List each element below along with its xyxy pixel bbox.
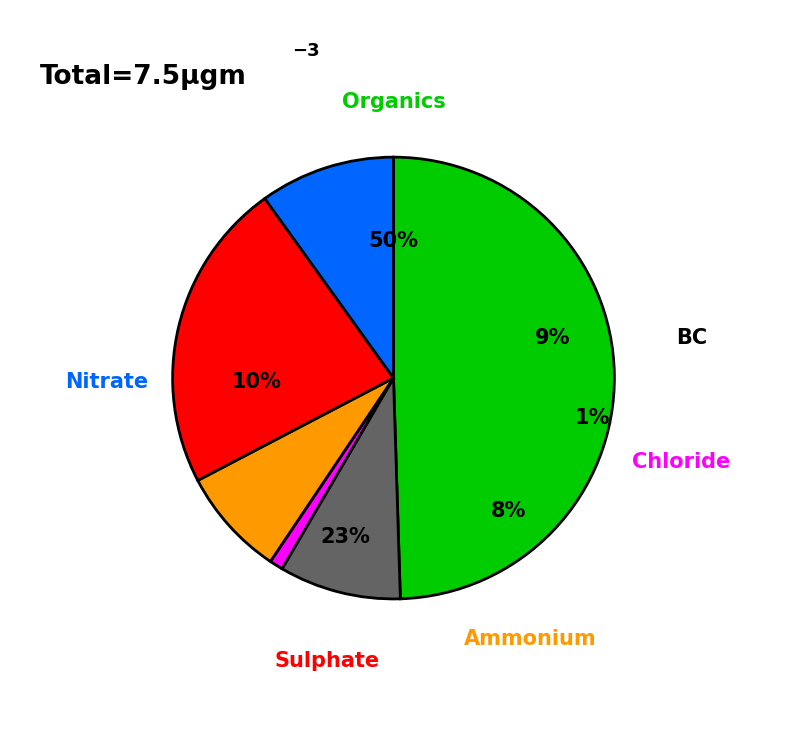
Text: 9%: 9% <box>535 328 571 349</box>
Text: Total=7.5μgm: Total=7.5μgm <box>40 65 247 90</box>
Text: Ammonium: Ammonium <box>464 629 597 649</box>
Wedge shape <box>172 198 394 481</box>
Text: BC: BC <box>676 328 708 349</box>
Wedge shape <box>271 378 394 569</box>
Text: 8%: 8% <box>490 501 526 520</box>
Text: Chloride: Chloride <box>631 452 730 472</box>
Text: Nitrate: Nitrate <box>65 372 148 393</box>
Wedge shape <box>394 157 615 599</box>
Text: 10%: 10% <box>231 372 282 393</box>
Text: Sulphate: Sulphate <box>275 651 380 671</box>
Text: 1%: 1% <box>575 408 610 428</box>
Text: Organics: Organics <box>342 92 445 112</box>
Wedge shape <box>198 378 394 562</box>
Text: 50%: 50% <box>368 231 419 251</box>
Text: −3: −3 <box>292 43 320 60</box>
Wedge shape <box>282 378 401 599</box>
Text: 23%: 23% <box>320 527 370 547</box>
Wedge shape <box>264 157 394 378</box>
